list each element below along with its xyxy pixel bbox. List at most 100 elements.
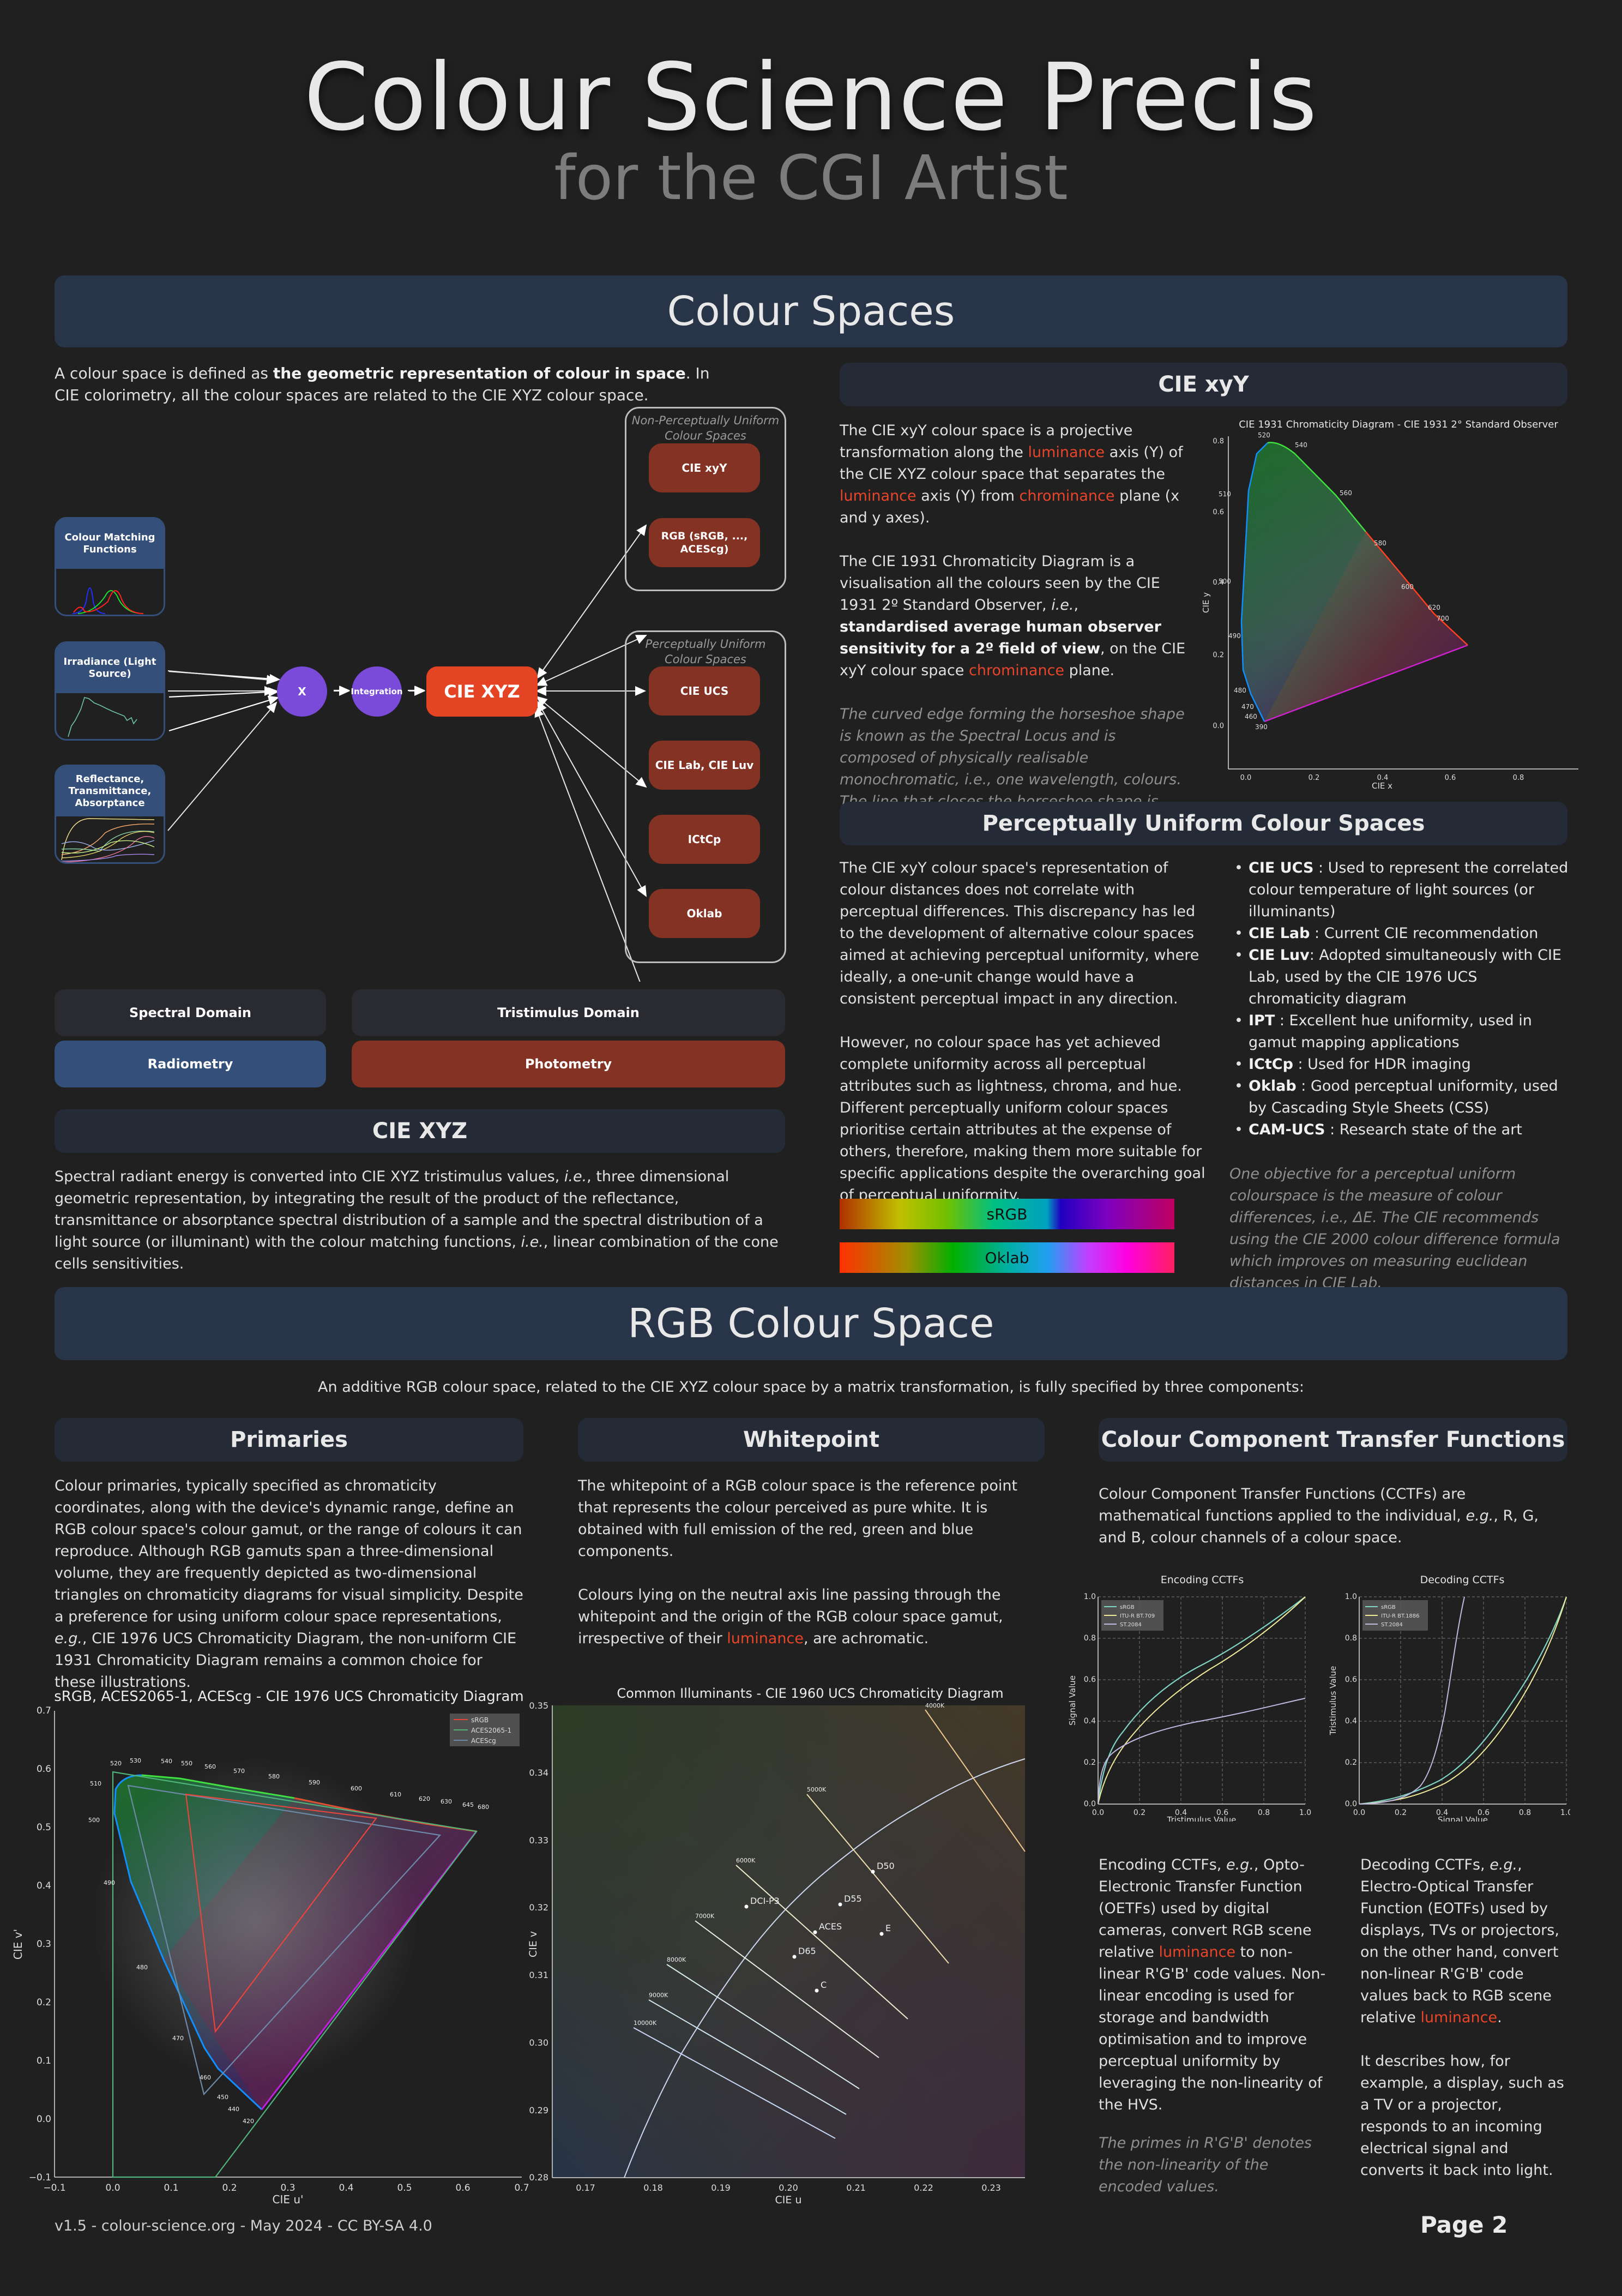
svg-text:0.4: 0.4: [37, 1880, 51, 1891]
svg-text:0.6: 0.6: [1216, 1808, 1228, 1817]
perceptual-body: The CIE xyY colour space's representatio…: [840, 860, 1205, 1204]
list-item: ICtCp : Used for HDR imaging: [1232, 1054, 1570, 1075]
list-item: CIE UCS : Used to represent the correlat…: [1232, 857, 1570, 923]
list-item: IPT : Excellent hue uniformity, used in …: [1232, 1010, 1570, 1054]
svg-text:0.31: 0.31: [529, 1970, 548, 1980]
svg-text:580: 580: [268, 1773, 280, 1780]
list-item: CIE Luv: Adopted simultaneously with CIE…: [1232, 945, 1570, 1010]
whitepoint-heading: Whitepoint: [578, 1418, 1045, 1462]
svg-text:440: 440: [228, 2106, 239, 2113]
svg-text:6000K: 6000K: [736, 1857, 756, 1864]
input-card-reflectance: Reflectance, Transmittance, Absorptance: [55, 765, 165, 864]
cie-xyy-text: The CIE xyY colour space is a projective…: [840, 422, 1186, 832]
multiply-node: X: [277, 666, 327, 717]
decoding-cctf-text: Decoding CCTFs, e.g., Electro-Optical Tr…: [1360, 1856, 1564, 2179]
svg-text:5000K: 5000K: [807, 1786, 827, 1793]
svg-text:4000K: 4000K: [925, 1702, 945, 1709]
svg-text:0.2: 0.2: [1345, 1758, 1357, 1767]
svg-text:0.19: 0.19: [711, 2183, 731, 2193]
svg-text:540: 540: [1295, 441, 1307, 449]
input-card-title: Irradiance (Light Source): [56, 643, 164, 693]
svg-text:550: 550: [181, 1760, 192, 1767]
svg-text:9000K: 9000K: [649, 1992, 668, 1999]
svg-text:0.22: 0.22: [914, 2183, 933, 2193]
svg-text:E: E: [885, 1923, 891, 1933]
svg-text:0.28: 0.28: [529, 2172, 548, 2183]
svg-text:450: 450: [217, 2094, 228, 2101]
svg-text:0.21: 0.21: [846, 2183, 866, 2193]
svg-text:0.6: 0.6: [1445, 774, 1456, 782]
svg-text:0.0: 0.0: [1084, 1800, 1096, 1808]
svg-text:0.6: 0.6: [37, 1764, 51, 1775]
svg-text:0.1: 0.1: [37, 2055, 51, 2066]
svg-text:460: 460: [1245, 713, 1257, 720]
svg-text:500: 500: [88, 1817, 100, 1824]
svg-text:0.6: 0.6: [1084, 1675, 1096, 1684]
svg-text:0.2: 0.2: [1309, 774, 1320, 782]
svg-text:0.30: 0.30: [529, 2037, 548, 2048]
delta-e-note: One objective for a perceptual uniform c…: [1229, 1165, 1560, 1291]
input-card-cmf: Colour Matching Functions: [55, 517, 165, 616]
svg-text:530: 530: [130, 1757, 141, 1764]
svg-text:sRGB: sRGB: [1120, 1604, 1135, 1610]
svg-text:645: 645: [462, 1801, 474, 1808]
svg-text:560: 560: [1340, 489, 1352, 497]
decoding-cctf-chart: Decoding CCTFs 0.0 0.2 0.4 0.6 0.8 1.0 0.0 0.2…: [1319, 1571, 1572, 1825]
srgb-hue-gradient-bar: sRGB: [840, 1199, 1174, 1229]
svg-text:0.0: 0.0: [1345, 1800, 1357, 1808]
svg-text:ST.2084: ST.2084: [1120, 1622, 1142, 1628]
svg-text:ACES: ACES: [819, 1921, 842, 1932]
svg-text:CIE v: CIE v: [527, 1931, 539, 1957]
svg-text:0.4: 0.4: [339, 2183, 353, 2193]
list-item: CAM-UCS : Research state of the art: [1232, 1119, 1570, 1141]
svg-text:0.35: 0.35: [529, 1700, 548, 1711]
svg-text:0.6: 0.6: [1345, 1675, 1357, 1684]
page-number: Page 2: [1420, 2211, 1508, 2238]
svg-text:500: 500: [1219, 578, 1231, 585]
svg-text:CIE u': CIE u': [272, 2193, 303, 2206]
input-card-irradiance: Irradiance (Light Source): [55, 641, 165, 741]
svg-text:0.33: 0.33: [529, 1835, 548, 1846]
cctf-intro: Colour Component Transfer Functions (CCT…: [1099, 1486, 1539, 1546]
svg-text:680: 680: [478, 1804, 489, 1811]
tristimulus-domain-box: Tristimulus Domain: [352, 989, 785, 1036]
svg-text:0.8: 0.8: [1345, 1634, 1357, 1643]
input-card-title: Colour Matching Functions: [56, 519, 164, 569]
svg-text:0.0: 0.0: [1240, 774, 1252, 782]
svg-text:ST.2084: ST.2084: [1381, 1622, 1403, 1628]
svg-text:1.0: 1.0: [1560, 1808, 1570, 1817]
svg-text:520: 520: [1258, 431, 1270, 439]
whitepoint-body: The whitepoint of a RGB colour space is …: [578, 1477, 1018, 1647]
svg-text:0.1: 0.1: [164, 2183, 178, 2193]
colour-spaces-intro: A colour space is defined as the geometr…: [55, 364, 710, 404]
svg-text:−0.1: −0.1: [29, 2172, 51, 2183]
svg-text:0.8: 0.8: [1258, 1808, 1270, 1817]
svg-text:0.32: 0.32: [529, 1902, 548, 1913]
group-title: Non-Perceptually Uniform Colour Spaces: [631, 414, 780, 442]
svg-text:ACEScg: ACEScg: [471, 1737, 496, 1745]
svg-text:390: 390: [1255, 723, 1268, 731]
svg-text:8000K: 8000K: [667, 1956, 686, 1963]
svg-text:Decoding CCTFs: Decoding CCTFs: [1420, 1574, 1505, 1586]
section-band-colour-spaces: Colour Spaces: [55, 275, 1567, 347]
node-ictcp: ICtCp: [649, 815, 760, 864]
cie-xyz-description: Spectral radiant energy is converted int…: [55, 1168, 779, 1272]
svg-text:490: 490: [104, 1879, 115, 1886]
poster-title: Colour Science Precis: [304, 44, 1318, 152]
svg-text:0.0: 0.0: [105, 2183, 120, 2193]
svg-text:570: 570: [233, 1768, 245, 1775]
svg-text:Encoding CCTFs: Encoding CCTFs: [1161, 1574, 1244, 1586]
svg-text:420: 420: [243, 2118, 254, 2125]
svg-text:CIE v': CIE v': [11, 1929, 25, 1960]
svg-text:−0.1: −0.1: [43, 2183, 65, 2193]
svg-text:CIE 1931 Chromaticity Diagram: CIE 1931 Chromaticity Diagram - CIE 1931…: [1239, 419, 1558, 430]
svg-text:490: 490: [1228, 632, 1241, 640]
svg-text:0.29: 0.29: [529, 2105, 548, 2115]
svg-text:580: 580: [1374, 539, 1386, 547]
svg-text:700: 700: [1437, 615, 1449, 622]
svg-text:Tristimulus Value: Tristimulus Value: [1328, 1666, 1338, 1736]
node-cie-lab-luv: CIE Lab, CIE Luv: [649, 741, 760, 790]
svg-text:ITU-R BT.709: ITU-R BT.709: [1120, 1613, 1155, 1619]
uniform-group: Perceptually Uniform Colour Spaces: [625, 630, 786, 963]
svg-text:1.0: 1.0: [1299, 1808, 1311, 1817]
